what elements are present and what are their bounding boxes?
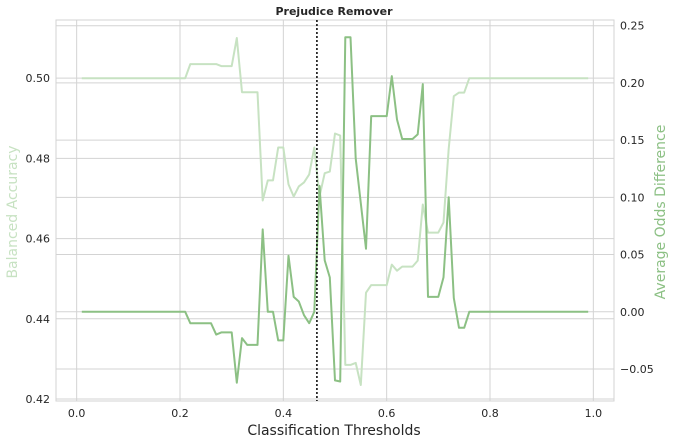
left-y-axis-title: Balanced Accuracy — [5, 145, 21, 278]
right-y-tick-labels: −0.05 0.00 0.05 0.10 0.15 0.20 0.25 — [620, 20, 654, 376]
right-y-tick-label: 0.20 — [620, 77, 645, 90]
plot-frame — [55, 19, 615, 402]
right-y-tick-label: 0.15 — [620, 134, 645, 147]
right-y-tick-label: 0.10 — [620, 191, 645, 204]
right-y-tick-label: 0.25 — [620, 20, 645, 33]
x-axis-title: Classification Thresholds — [247, 423, 420, 439]
balanced-accuracy-line — [81, 37, 589, 386]
x-tick-label: 0.0 — [68, 407, 86, 420]
x-tick-label: 0.2 — [171, 407, 189, 420]
x-tick-label: 0.6 — [378, 407, 396, 420]
series-layer — [81, 36, 589, 386]
left-y-tick-label: 0.42 — [26, 393, 51, 406]
left-y-tick-labels: 0.42 0.44 0.46 0.48 0.50 — [26, 72, 51, 406]
left-y-tick-label: 0.50 — [26, 72, 51, 85]
right-y-tick-label: −0.05 — [620, 363, 654, 376]
left-y-tick-label: 0.44 — [26, 313, 51, 326]
right-y-tick-label: 0.05 — [620, 249, 645, 262]
left-y-tick-label: 0.46 — [26, 233, 51, 246]
right-y-tick-label: 0.00 — [620, 306, 645, 319]
x-tick-label: 1.0 — [585, 407, 603, 420]
left-y-tick-label: 0.48 — [26, 152, 51, 165]
x-tick-label: 0.8 — [481, 407, 499, 420]
x-tick-labels: 0.0 0.2 0.4 0.6 0.8 1.0 — [68, 407, 602, 420]
chart-title: Prejudice Remover — [275, 5, 393, 18]
right-y-axis-title: Average Odds Difference — [653, 125, 669, 300]
average-odds-difference-line — [81, 36, 589, 384]
x-tick-label: 0.4 — [275, 407, 293, 420]
